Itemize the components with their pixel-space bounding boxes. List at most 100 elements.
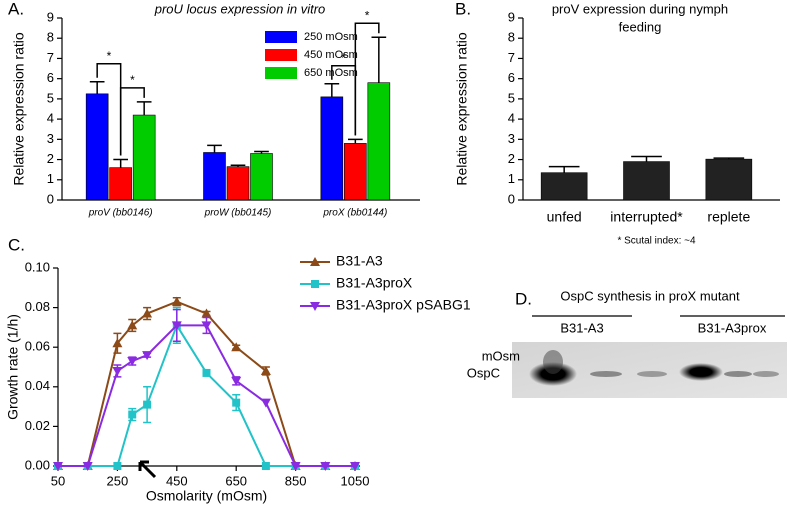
y-axis-label: Relative expression ratio: [11, 32, 27, 186]
significance-label: *: [341, 51, 346, 65]
y-axis-label: Growth rate (1/h): [5, 314, 21, 420]
blot-smear: [543, 350, 563, 374]
y-tick-label: 5: [47, 90, 54, 105]
blot-band: [637, 371, 667, 377]
point: [113, 462, 122, 470]
legend-marker: [311, 280, 319, 288]
x-tick-label: 650: [225, 473, 247, 488]
blot-band: [679, 363, 723, 381]
y-tick-label: 0.00: [25, 457, 50, 472]
point: [127, 357, 138, 367]
chart-title: proV expression during nymph: [552, 1, 728, 16]
y-tick-label: 0.04: [25, 378, 50, 393]
significance-label: *: [130, 73, 135, 87]
x-tick-label: 50: [51, 473, 65, 488]
band-label: OspC: [467, 365, 500, 380]
point: [201, 321, 212, 331]
point: [320, 462, 331, 471]
legend-label: B31-A3proX pSABG1: [336, 297, 471, 313]
error-bar: [136, 101, 152, 116]
y-tick-label: 0: [47, 191, 54, 206]
point: [171, 296, 182, 306]
point: [201, 308, 212, 318]
bar: [250, 153, 273, 201]
error-bar: [207, 144, 222, 153]
bar: [85, 93, 109, 201]
point: [171, 321, 182, 331]
legend-label: B31-A3: [336, 253, 383, 269]
x-tick-label: 250: [107, 473, 129, 488]
x-tick-label: 450: [166, 473, 188, 488]
x-axis-label: Osmolarity (mOsm): [146, 488, 267, 504]
x-tick-label: unfed: [547, 209, 582, 225]
y-tick-label: 0.02: [25, 418, 50, 433]
x-tick-label: proW (bb0145): [204, 208, 272, 219]
y-axis-label: Relative expression ratio: [454, 32, 470, 186]
y-tick-label: 2: [508, 151, 515, 166]
panel-label: B.: [455, 0, 471, 18]
legend-label: B31-A3proX: [336, 275, 413, 291]
error-bar: [254, 150, 269, 154]
error-bar: [89, 80, 105, 94]
x-tick-label: interrupted*: [610, 209, 683, 225]
point: [127, 320, 138, 330]
error-bar: [113, 158, 128, 168]
x-tick-label: replete: [707, 209, 750, 225]
point: [231, 342, 242, 352]
y-tick-label: 0.10: [25, 259, 50, 274]
bar: [320, 96, 344, 201]
bar: [705, 158, 753, 201]
group-label: B31-A3: [560, 320, 603, 335]
y-tick-label: 0.08: [25, 299, 50, 314]
significance-bracket: [119, 87, 145, 156]
error-bar: [371, 36, 387, 83]
y-tick-label: 4: [508, 111, 515, 126]
error-bar: [548, 165, 580, 173]
chart-title: feeding: [619, 19, 662, 34]
error-bar: [631, 155, 662, 162]
blot-band: [590, 371, 622, 377]
bar: [540, 172, 588, 201]
legend-swatch: [265, 67, 297, 79]
y-tick-label: 2: [47, 151, 54, 166]
x-tick-label: proV (bb0146): [88, 208, 153, 219]
bar: [132, 114, 156, 201]
point: [261, 462, 270, 470]
y-tick-label: 7: [508, 50, 515, 65]
x-tick-label: proX (bb0144): [322, 208, 387, 219]
panel-label: D.: [515, 289, 532, 308]
y-tick-label: 4: [47, 111, 54, 126]
significance-label: *: [107, 49, 112, 63]
significance-bracket: [354, 22, 380, 136]
point: [142, 351, 153, 361]
point: [143, 400, 152, 409]
y-tick-label: 1: [508, 171, 515, 186]
point: [202, 368, 211, 377]
error-bar: [713, 157, 745, 160]
panel-label: A.: [8, 0, 24, 18]
point: [350, 462, 360, 471]
blot-band: [724, 371, 752, 377]
y-tick-label: 7: [47, 50, 54, 65]
legend-marker: [310, 302, 320, 311]
error-bar: [348, 138, 363, 144]
series-line: [58, 324, 355, 467]
y-tick-label: 0: [508, 191, 515, 206]
significance-label: *: [365, 8, 370, 22]
y-tick-label: 1: [47, 171, 54, 186]
legend-swatch: [265, 31, 297, 43]
group-label: B31-A3prox: [698, 320, 767, 335]
point: [260, 365, 271, 375]
bar: [203, 152, 226, 201]
row-label: mOsm: [482, 348, 520, 363]
point: [142, 308, 153, 318]
y-tick-label: 6: [508, 70, 515, 85]
error-bar: [230, 164, 246, 167]
x-tick-label: 850: [285, 473, 307, 488]
point: [260, 398, 271, 408]
bar: [623, 161, 670, 201]
point: [128, 410, 137, 419]
bar: [109, 167, 132, 201]
legend-swatch: [265, 49, 297, 61]
